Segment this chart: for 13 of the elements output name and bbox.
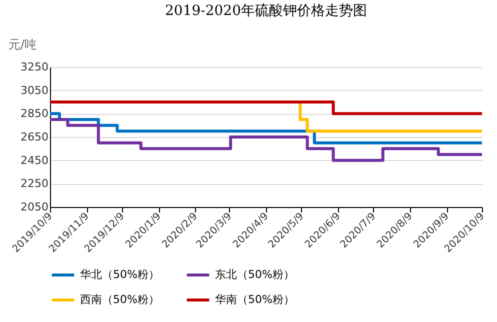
y-axis-title: 元/吨 [8, 38, 37, 52]
y-tick-label: 2050 [20, 200, 48, 214]
legend-label: 东北（50%粉） [215, 268, 294, 281]
legend-label: 华北（50%粉） [80, 268, 160, 281]
legend-label: 西南（50%粉） [80, 293, 160, 306]
y-tick-label: 2850 [20, 107, 48, 120]
legend-label: 华南（50%粉） [215, 293, 294, 306]
y-tick-label: 2650 [20, 130, 48, 144]
chart-title: 2019-2020年硫酸钾价格走势图 [165, 3, 367, 19]
y-tick-label: 3250 [20, 60, 48, 74]
y-tick-label: 2250 [20, 177, 48, 190]
y-tick-label: 2450 [20, 154, 48, 167]
y-tick-label: 3050 [20, 84, 48, 97]
